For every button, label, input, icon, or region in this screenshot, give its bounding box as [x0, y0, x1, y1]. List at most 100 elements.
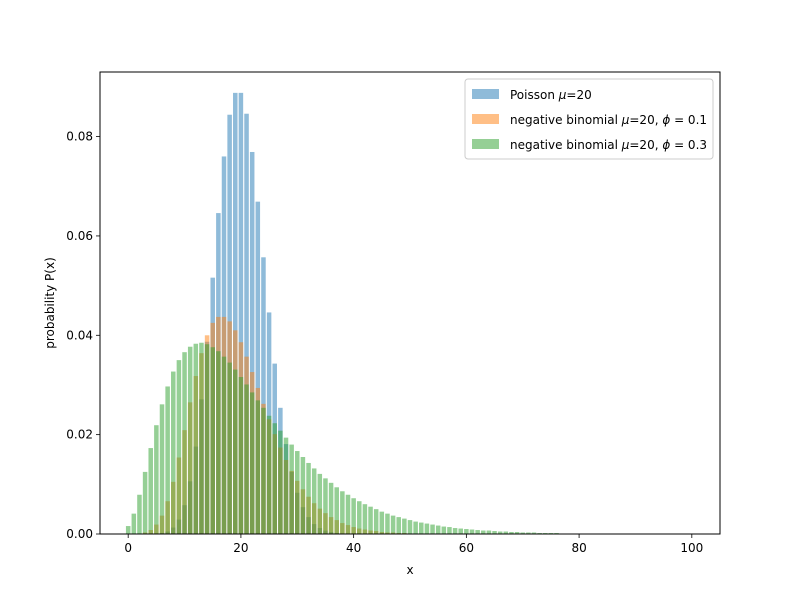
- bar: [475, 530, 480, 534]
- bar: [402, 518, 407, 534]
- bar: [244, 384, 249, 534]
- bar: [142, 471, 148, 534]
- bar: [407, 520, 413, 534]
- bar: [492, 531, 497, 534]
- bar: [137, 494, 142, 534]
- bar: [249, 392, 255, 534]
- bar: [272, 423, 277, 534]
- bar: [182, 352, 187, 534]
- bar: [317, 473, 323, 534]
- bar: [227, 362, 232, 534]
- x-tick-label: 0: [124, 541, 132, 555]
- legend-swatch: [472, 114, 499, 124]
- x-tick-label: 20: [233, 541, 248, 555]
- bar: [159, 404, 165, 534]
- bar: [210, 347, 215, 534]
- bar: [148, 448, 153, 534]
- bar: [283, 437, 289, 534]
- bar: [497, 531, 503, 534]
- x-tick-label: 100: [680, 541, 703, 555]
- legend-entry-3: negative binomial μ=20, ϕ = 0.3: [510, 138, 707, 152]
- bar: [306, 462, 311, 534]
- legend-box: [464, 78, 714, 160]
- bar: [238, 377, 244, 534]
- bar: [266, 415, 272, 534]
- series-3-bars: [125, 342, 582, 534]
- bar: [514, 532, 520, 534]
- bar: [452, 528, 458, 534]
- bar: [531, 532, 537, 534]
- plot-frame: [99, 71, 721, 535]
- bar: [520, 532, 525, 534]
- bar: [413, 521, 418, 534]
- x-tick-label: 40: [346, 541, 361, 555]
- bar: [125, 526, 131, 534]
- legend: Poisson μ=20 negative binomial μ=20, ϕ = …: [464, 78, 714, 160]
- y-axis-label: probability P(x): [43, 257, 57, 349]
- bar: [373, 509, 379, 534]
- bar: [323, 478, 328, 534]
- bar: [430, 524, 435, 534]
- bar: [458, 528, 463, 534]
- bar: [311, 468, 317, 534]
- bar: [165, 386, 170, 534]
- bar: [419, 522, 424, 534]
- x-tick-label: 60: [459, 541, 474, 555]
- bar: [481, 530, 486, 534]
- bar: [503, 531, 509, 534]
- bars-layer: [125, 92, 582, 535]
- y-tick-label: 0.06: [66, 229, 93, 243]
- legend-entry-2: negative binomial μ=20, ϕ = 0.1: [510, 113, 707, 127]
- bar: [154, 425, 159, 534]
- bar: [357, 501, 362, 534]
- y-tick-label: 0.08: [66, 130, 93, 144]
- bar: [345, 494, 351, 534]
- bar: [176, 360, 182, 534]
- bar: [261, 407, 266, 534]
- legend-entry-1: Poisson μ=20: [510, 88, 592, 102]
- bar: [233, 92, 238, 535]
- bar: [221, 356, 227, 534]
- legend-swatch: [472, 139, 499, 149]
- bar: [362, 504, 368, 534]
- bar: [187, 346, 193, 534]
- bar: [379, 511, 385, 534]
- y-tick-label: 0.04: [66, 328, 93, 342]
- bar: [244, 113, 249, 534]
- x-axis-label: x: [406, 563, 413, 577]
- bar: [340, 491, 345, 534]
- bar: [131, 513, 137, 534]
- bar: [328, 482, 334, 534]
- bar: [261, 257, 266, 534]
- y-tick-label: 0.02: [66, 428, 93, 442]
- bar: [509, 532, 514, 534]
- legend-swatch: [472, 89, 499, 99]
- axes-layer: 0 20 40 60 80 100 0.00 0.02 0.04 0.06 0.08: [66, 71, 721, 555]
- bar: [171, 371, 176, 534]
- bar: [289, 444, 294, 534]
- bar: [424, 523, 430, 534]
- bar: [351, 498, 356, 534]
- bar: [385, 513, 390, 534]
- bar: [255, 201, 261, 534]
- bar: [233, 369, 238, 534]
- bar: [396, 517, 401, 534]
- bar: [464, 529, 469, 534]
- bar: [390, 515, 396, 534]
- bar: [278, 430, 283, 534]
- bar: [249, 151, 255, 535]
- bar: [238, 92, 244, 535]
- bar: [334, 487, 339, 534]
- x-tick-label: 80: [571, 541, 586, 555]
- bar: [441, 526, 447, 534]
- bar: [295, 451, 300, 534]
- bar: [193, 343, 199, 534]
- bar: [204, 344, 210, 534]
- bar: [435, 525, 441, 534]
- bar: [255, 400, 261, 534]
- bar: [199, 342, 204, 534]
- bar: [526, 532, 531, 534]
- y-tick-label: 0.00: [66, 527, 93, 541]
